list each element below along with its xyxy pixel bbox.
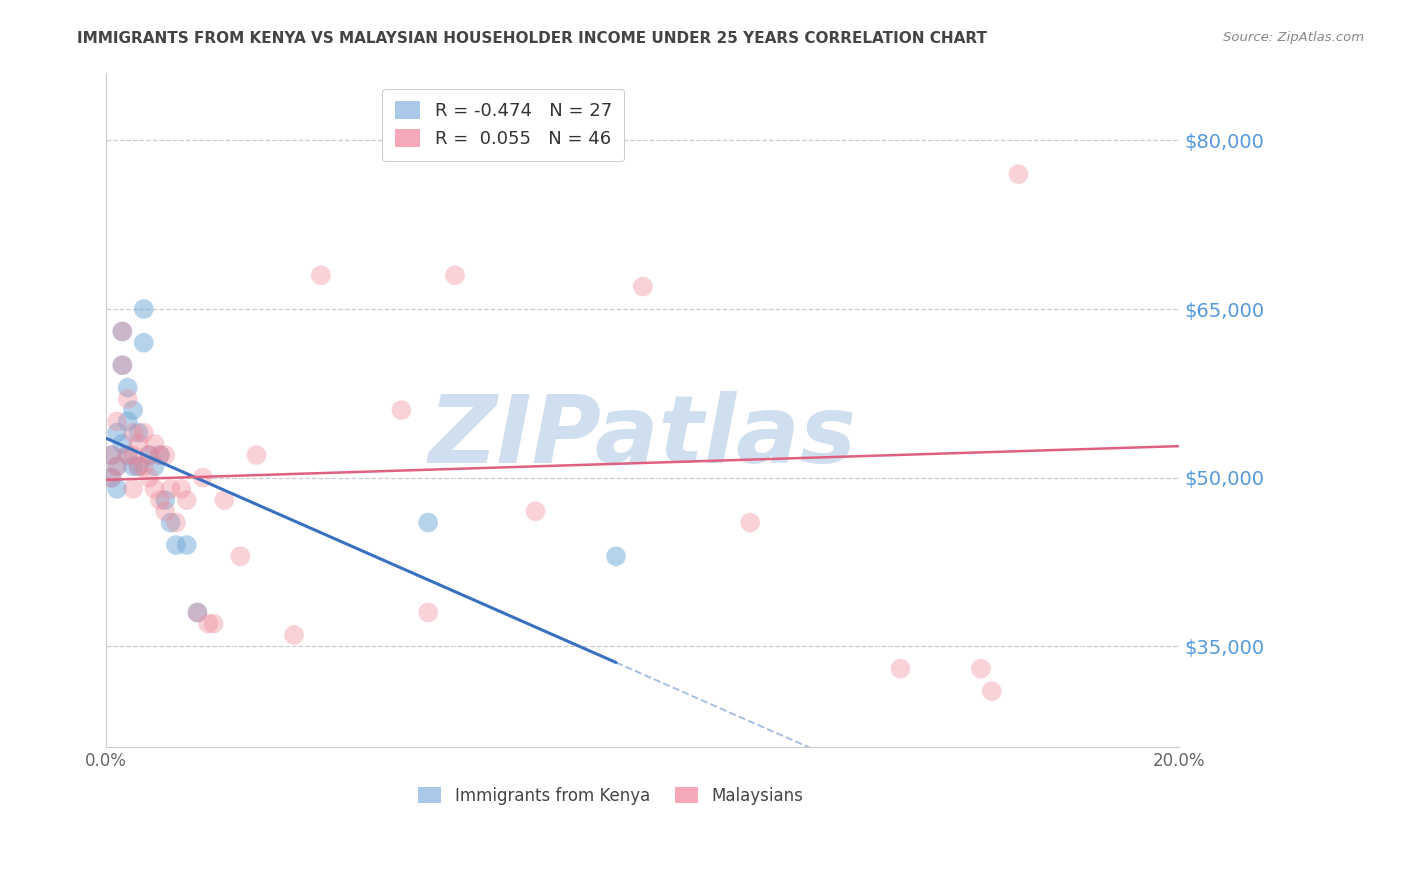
- Point: [143, 437, 166, 451]
- Point: [132, 459, 155, 474]
- Text: ZIPatlas: ZIPatlas: [429, 391, 856, 483]
- Text: IMMIGRANTS FROM KENYA VS MALAYSIAN HOUSEHOLDER INCOME UNDER 25 YEARS CORRELATION: IMMIGRANTS FROM KENYA VS MALAYSIAN HOUSE…: [77, 31, 987, 46]
- Point: [105, 482, 128, 496]
- Point: [100, 470, 122, 484]
- Point: [155, 493, 177, 508]
- Point: [105, 425, 128, 440]
- Point: [117, 414, 139, 428]
- Point: [155, 448, 177, 462]
- Point: [1007, 167, 1029, 181]
- Point: [889, 662, 911, 676]
- Point: [138, 448, 160, 462]
- Point: [111, 358, 134, 372]
- Point: [389, 403, 412, 417]
- Point: [138, 470, 160, 484]
- Point: [117, 448, 139, 462]
- Point: [245, 448, 267, 462]
- Point: [191, 470, 214, 484]
- Point: [122, 448, 145, 462]
- Point: [132, 301, 155, 316]
- Point: [100, 448, 122, 462]
- Point: [122, 459, 145, 474]
- Point: [605, 549, 627, 564]
- Point: [159, 516, 181, 530]
- Point: [127, 425, 149, 440]
- Point: [980, 684, 1002, 698]
- Point: [418, 516, 440, 530]
- Point: [127, 437, 149, 451]
- Point: [127, 459, 149, 474]
- Point: [740, 516, 762, 530]
- Point: [111, 358, 134, 372]
- Point: [122, 403, 145, 417]
- Point: [524, 504, 547, 518]
- Point: [418, 606, 440, 620]
- Point: [229, 549, 252, 564]
- Point: [132, 335, 155, 350]
- Point: [970, 662, 993, 676]
- Point: [165, 516, 187, 530]
- Point: [165, 538, 187, 552]
- Point: [122, 482, 145, 496]
- Point: [105, 459, 128, 474]
- Point: [202, 616, 225, 631]
- Point: [105, 459, 128, 474]
- Point: [105, 414, 128, 428]
- Point: [186, 606, 208, 620]
- Point: [149, 448, 172, 462]
- Point: [283, 628, 305, 642]
- Point: [127, 459, 149, 474]
- Point: [111, 325, 134, 339]
- Point: [186, 606, 208, 620]
- Point: [111, 325, 134, 339]
- Point: [176, 493, 198, 508]
- Point: [149, 448, 172, 462]
- Point: [214, 493, 236, 508]
- Point: [117, 448, 139, 462]
- Point: [122, 425, 145, 440]
- Point: [155, 504, 177, 518]
- Point: [149, 493, 172, 508]
- Point: [197, 616, 219, 631]
- Point: [159, 482, 181, 496]
- Point: [143, 459, 166, 474]
- Point: [132, 425, 155, 440]
- Text: Source: ZipAtlas.com: Source: ZipAtlas.com: [1223, 31, 1364, 45]
- Point: [444, 268, 467, 283]
- Point: [143, 482, 166, 496]
- Point: [100, 448, 122, 462]
- Point: [170, 482, 193, 496]
- Point: [117, 381, 139, 395]
- Point: [176, 538, 198, 552]
- Point: [309, 268, 332, 283]
- Legend: Immigrants from Kenya, Malaysians: Immigrants from Kenya, Malaysians: [409, 779, 811, 814]
- Point: [100, 470, 122, 484]
- Point: [631, 279, 654, 293]
- Point: [111, 437, 134, 451]
- Point: [117, 392, 139, 406]
- Point: [138, 448, 160, 462]
